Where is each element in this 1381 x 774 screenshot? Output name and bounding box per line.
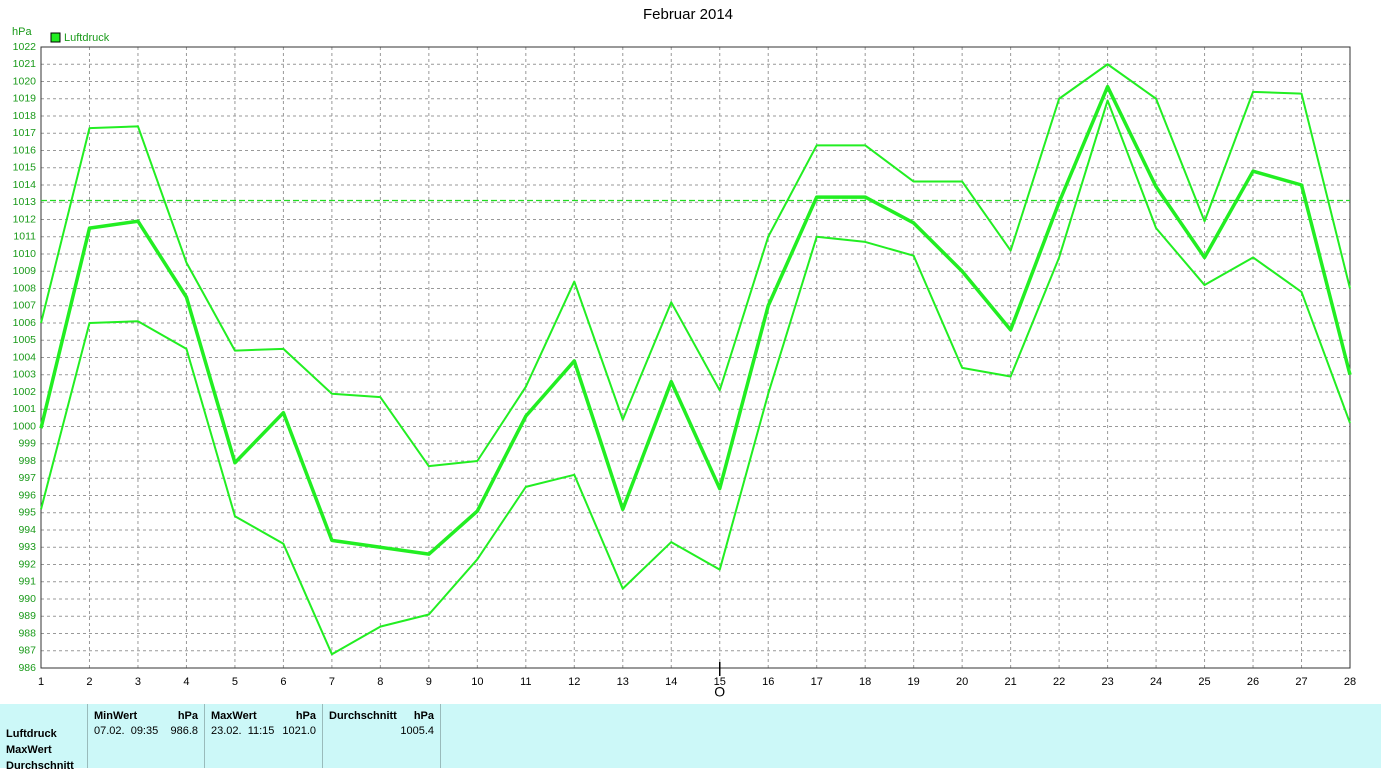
x-tick-label: 17	[811, 676, 823, 688]
col-date: 23.02. 11:15	[211, 725, 275, 737]
y-tick-label: 989	[18, 610, 36, 622]
x-tick-label: 19	[908, 676, 920, 688]
x-tick-label: 26	[1247, 676, 1259, 688]
y-tick-label: 993	[18, 541, 36, 553]
y-tick-label: 1020	[13, 75, 37, 87]
x-tick-label: 16	[762, 676, 774, 688]
x-tick-label: 23	[1101, 676, 1113, 688]
summary-column: MaxWert hPa 23.02. 11:15 1021.0	[205, 704, 323, 768]
y-tick-label: 1018	[13, 110, 37, 122]
y-tick-label: 990	[18, 593, 36, 605]
summary-panel: Luftdruck MaxWert Durchschnitt MinWert hP…	[0, 704, 1381, 772]
chart: Februar 2014 hPa Luftdruck 9869879889899…	[12, 6, 1356, 700]
y-tick-label: 1009	[13, 265, 37, 277]
y-tick-label: 997	[18, 472, 36, 484]
col-header: MaxWert	[211, 710, 257, 722]
x-marker-label: O	[714, 684, 725, 700]
x-tick-label: 7	[329, 676, 335, 688]
row-label: Luftdruck	[6, 728, 57, 740]
y-tick-label: 1008	[13, 282, 37, 294]
y-tick-label: 995	[18, 507, 36, 519]
x-tick-label: 1	[38, 676, 44, 688]
summary-column: Durchschnitt hPa 1005.4	[323, 704, 441, 768]
legend-swatch	[50, 32, 61, 43]
y-tick-label: 1010	[13, 248, 37, 260]
x-tick-label: 27	[1295, 676, 1307, 688]
y-tick-label: 1017	[13, 127, 37, 139]
y-tick-label: 1001	[13, 403, 37, 415]
y-tick-label: 991	[18, 576, 36, 588]
x-tick-label: 15	[714, 676, 726, 688]
x-tick-label: 9	[426, 676, 432, 688]
x-tick-label: 25	[1198, 676, 1210, 688]
x-tick-label: 6	[280, 676, 286, 688]
y-tick-label: 1002	[13, 386, 37, 398]
x-tick-label: 12	[568, 676, 580, 688]
y-tick-label: 1007	[13, 300, 37, 312]
y-tick-label: 988	[18, 627, 36, 639]
y-tick-label: 998	[18, 455, 36, 467]
y-tick-label: 996	[18, 489, 36, 501]
y-tick-label: 992	[18, 558, 36, 570]
y-tick-label: 1014	[13, 179, 37, 191]
x-tick-label: 13	[617, 676, 629, 688]
y-tick-label: 1013	[13, 196, 37, 208]
chart-title: Februar 2014	[643, 6, 733, 23]
plot-frame	[40, 46, 1351, 669]
y-tick-label: 1019	[13, 93, 37, 105]
col-unit: hPa	[295, 710, 316, 722]
y-tick-label: 986	[18, 662, 36, 674]
y-tick-label: 1003	[13, 369, 37, 381]
row-labels: Luftdruck MaxWert Durchschnitt	[0, 704, 88, 772]
col-header: MinWert	[94, 710, 138, 722]
y-tick-label: 1004	[13, 351, 37, 363]
x-tick-label: 28	[1344, 676, 1356, 688]
row-label: MaxWert	[6, 744, 52, 756]
series-line	[39, 84, 1352, 556]
row-label: Durchschnitt	[6, 760, 74, 772]
x-tick-label: 2	[86, 676, 92, 688]
x-tick-label: 14	[665, 676, 677, 688]
col-value: 1021.0	[282, 725, 316, 737]
legend-label: Luftdruck	[64, 32, 110, 44]
x-tick-label: 20	[956, 676, 968, 688]
y-tick-label: 1021	[13, 58, 37, 70]
col-value: 1005.4	[400, 725, 434, 737]
y-tick-label: 987	[18, 645, 36, 657]
y-tick-label: 994	[18, 524, 36, 536]
y-unit: hPa	[12, 26, 32, 38]
y-tick-label: 1012	[13, 213, 37, 225]
y-tick-label: 1011	[13, 231, 36, 243]
series-line	[40, 63, 1351, 468]
series-line	[40, 99, 1351, 656]
x-tick-label: 22	[1053, 676, 1065, 688]
col-value: 986.8	[170, 725, 198, 737]
x-tick-label: 21	[1005, 676, 1017, 688]
x-tick-label: 8	[377, 676, 383, 688]
y-tick-label: 1000	[13, 420, 37, 432]
x-tick-label: 11	[520, 676, 531, 688]
col-unit: hPa	[177, 710, 198, 722]
col-unit: hPa	[413, 710, 434, 722]
x-tick-label: 10	[471, 676, 483, 688]
col-date: 07.02. 09:35	[94, 725, 159, 737]
x-tick-label: 18	[859, 676, 871, 688]
y-tick-label: 1015	[13, 162, 37, 174]
y-tick-label: 1006	[13, 317, 37, 329]
x-tick-label: 3	[135, 676, 141, 688]
y-tick-label: 999	[18, 438, 36, 450]
col-header: Durchschnitt	[329, 710, 397, 722]
y-tick-label: 1016	[13, 144, 37, 156]
x-tick-label: 5	[232, 676, 238, 688]
y-tick-label: 1005	[13, 334, 37, 346]
x-tick-label: 4	[183, 676, 189, 688]
x-tick-label: 24	[1150, 676, 1162, 688]
y-tick-label: 1022	[13, 41, 37, 53]
summary-column: MinWert hPa 07.02. 09:35 986.8	[88, 704, 205, 768]
